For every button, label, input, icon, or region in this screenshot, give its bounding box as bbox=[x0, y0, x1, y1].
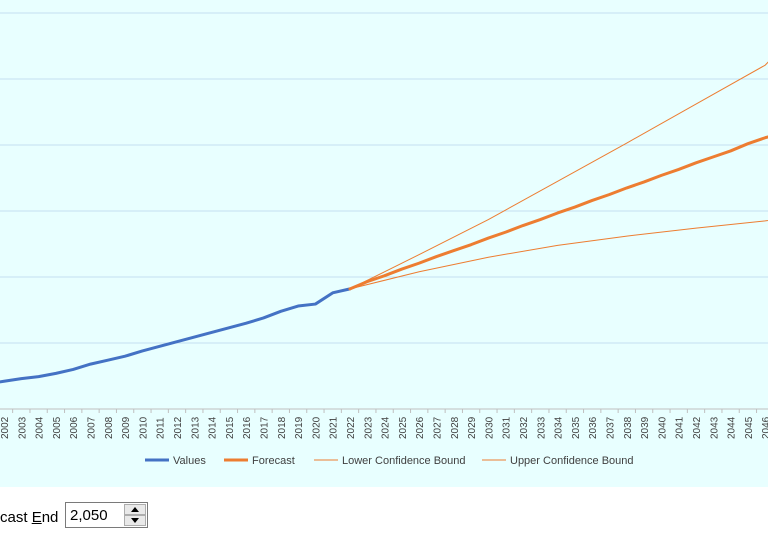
line-chart: 2002 2003 2004 2005 2006 2007 2008 2009 2010 2011… bbox=[0, 12, 768, 467]
x-tick-label: 2035 bbox=[571, 416, 582, 439]
x-tick-label: 2041 bbox=[675, 416, 686, 439]
chart-area: 2002 2003 2004 2005 2006 2007 2008 2009 2010 2011… bbox=[0, 0, 768, 487]
legend-label-values: Values bbox=[173, 455, 206, 467]
x-tick-label: 2040 bbox=[657, 416, 668, 439]
legend-label-upper-confidence-bound: Upper Confidence Bound bbox=[510, 455, 634, 467]
gridlines bbox=[0, 12, 768, 344]
x-tick-label: 2045 bbox=[744, 416, 755, 439]
x-tick-label: 2042 bbox=[692, 416, 703, 439]
forecast-options-panel: cast End 2,050 bbox=[0, 487, 768, 538]
forecast-end-label-part1: cast bbox=[0, 509, 32, 526]
forecast-end-label: cast End bbox=[0, 509, 58, 526]
x-tick-label: 2015 bbox=[225, 416, 236, 439]
x-tick-label: 2019 bbox=[294, 416, 305, 439]
forecast-end-value[interactable]: 2,050 bbox=[70, 507, 108, 524]
x-tick-label: 2034 bbox=[554, 416, 565, 439]
legend-label-forecast: Forecast bbox=[252, 455, 295, 467]
x-tick-label: 2039 bbox=[640, 416, 651, 439]
spinner-up-button[interactable] bbox=[124, 504, 146, 515]
x-tick-label: 2007 bbox=[87, 416, 98, 439]
x-tick-label: 2029 bbox=[467, 416, 478, 439]
x-tick-label: 2003 bbox=[17, 416, 28, 439]
x-tick-label: 2010 bbox=[138, 416, 149, 439]
x-tick-label: 2013 bbox=[190, 416, 201, 439]
series-line-upper-confidence-bound bbox=[349, 61, 768, 290]
x-tick-label: 2046 bbox=[761, 416, 768, 439]
up-arrow-icon bbox=[131, 507, 139, 512]
x-tick-label: 2043 bbox=[709, 416, 720, 439]
legend: Values Forecast Lower Confidence Bound Uppe… bbox=[145, 455, 634, 467]
x-axis: 2002 2003 2004 2005 2006 2007 2008 2009 2010 2011… bbox=[0, 408, 768, 439]
x-tick-label: 2016 bbox=[242, 416, 253, 439]
x-tick-label: 2032 bbox=[519, 416, 530, 439]
down-arrow-icon bbox=[131, 518, 139, 523]
x-tick-label: 2044 bbox=[727, 416, 738, 439]
x-tick-label: 2033 bbox=[536, 416, 547, 439]
x-tick-label: 2012 bbox=[173, 416, 184, 439]
x-tick-label: 2009 bbox=[121, 416, 132, 439]
forecast-end-label-accesskey: E bbox=[31, 509, 42, 526]
x-tick-label: 2020 bbox=[311, 416, 322, 439]
forecast-end-label-part2: nd bbox=[41, 509, 59, 526]
x-tick-label: 2021 bbox=[329, 416, 340, 439]
x-tick-label: 2025 bbox=[398, 416, 409, 439]
x-tick-label: 2037 bbox=[606, 416, 617, 439]
series-line-values bbox=[0, 287, 352, 384]
x-tick-label: 2005 bbox=[52, 416, 63, 439]
spinner-down-button[interactable] bbox=[124, 515, 146, 526]
x-tick-label: 2038 bbox=[623, 416, 634, 439]
x-tick-label: 2031 bbox=[502, 416, 513, 439]
x-tick-label: 2028 bbox=[450, 416, 461, 439]
x-tick-label: 2026 bbox=[415, 416, 426, 439]
x-tick-label: 2017 bbox=[260, 416, 271, 439]
x-tick-label: 2036 bbox=[588, 416, 599, 439]
legend-label-lower-confidence-bound: Lower Confidence Bound bbox=[342, 455, 466, 467]
series-lines bbox=[0, 61, 768, 384]
x-tick-label: 2022 bbox=[346, 416, 357, 439]
x-tick-label: 2018 bbox=[277, 416, 288, 439]
x-tick-label: 2024 bbox=[381, 416, 392, 439]
x-tick-label: 2002 bbox=[0, 416, 11, 439]
forecast-end-spinner[interactable]: 2,050 bbox=[65, 502, 148, 528]
x-tick-label: 2014 bbox=[208, 416, 219, 439]
series-line-forecast bbox=[348, 135, 768, 291]
x-tick-label: 2027 bbox=[433, 416, 444, 439]
x-tick-label: 2006 bbox=[69, 416, 80, 439]
x-tick-label: 2008 bbox=[104, 416, 115, 439]
x-tick-label: 2030 bbox=[484, 416, 495, 439]
x-tick-label: 2023 bbox=[363, 416, 374, 439]
x-tick-label: 2004 bbox=[35, 416, 46, 439]
series-line-lower-confidence-bound bbox=[349, 219, 768, 290]
x-tick-label: 2011 bbox=[156, 417, 167, 439]
